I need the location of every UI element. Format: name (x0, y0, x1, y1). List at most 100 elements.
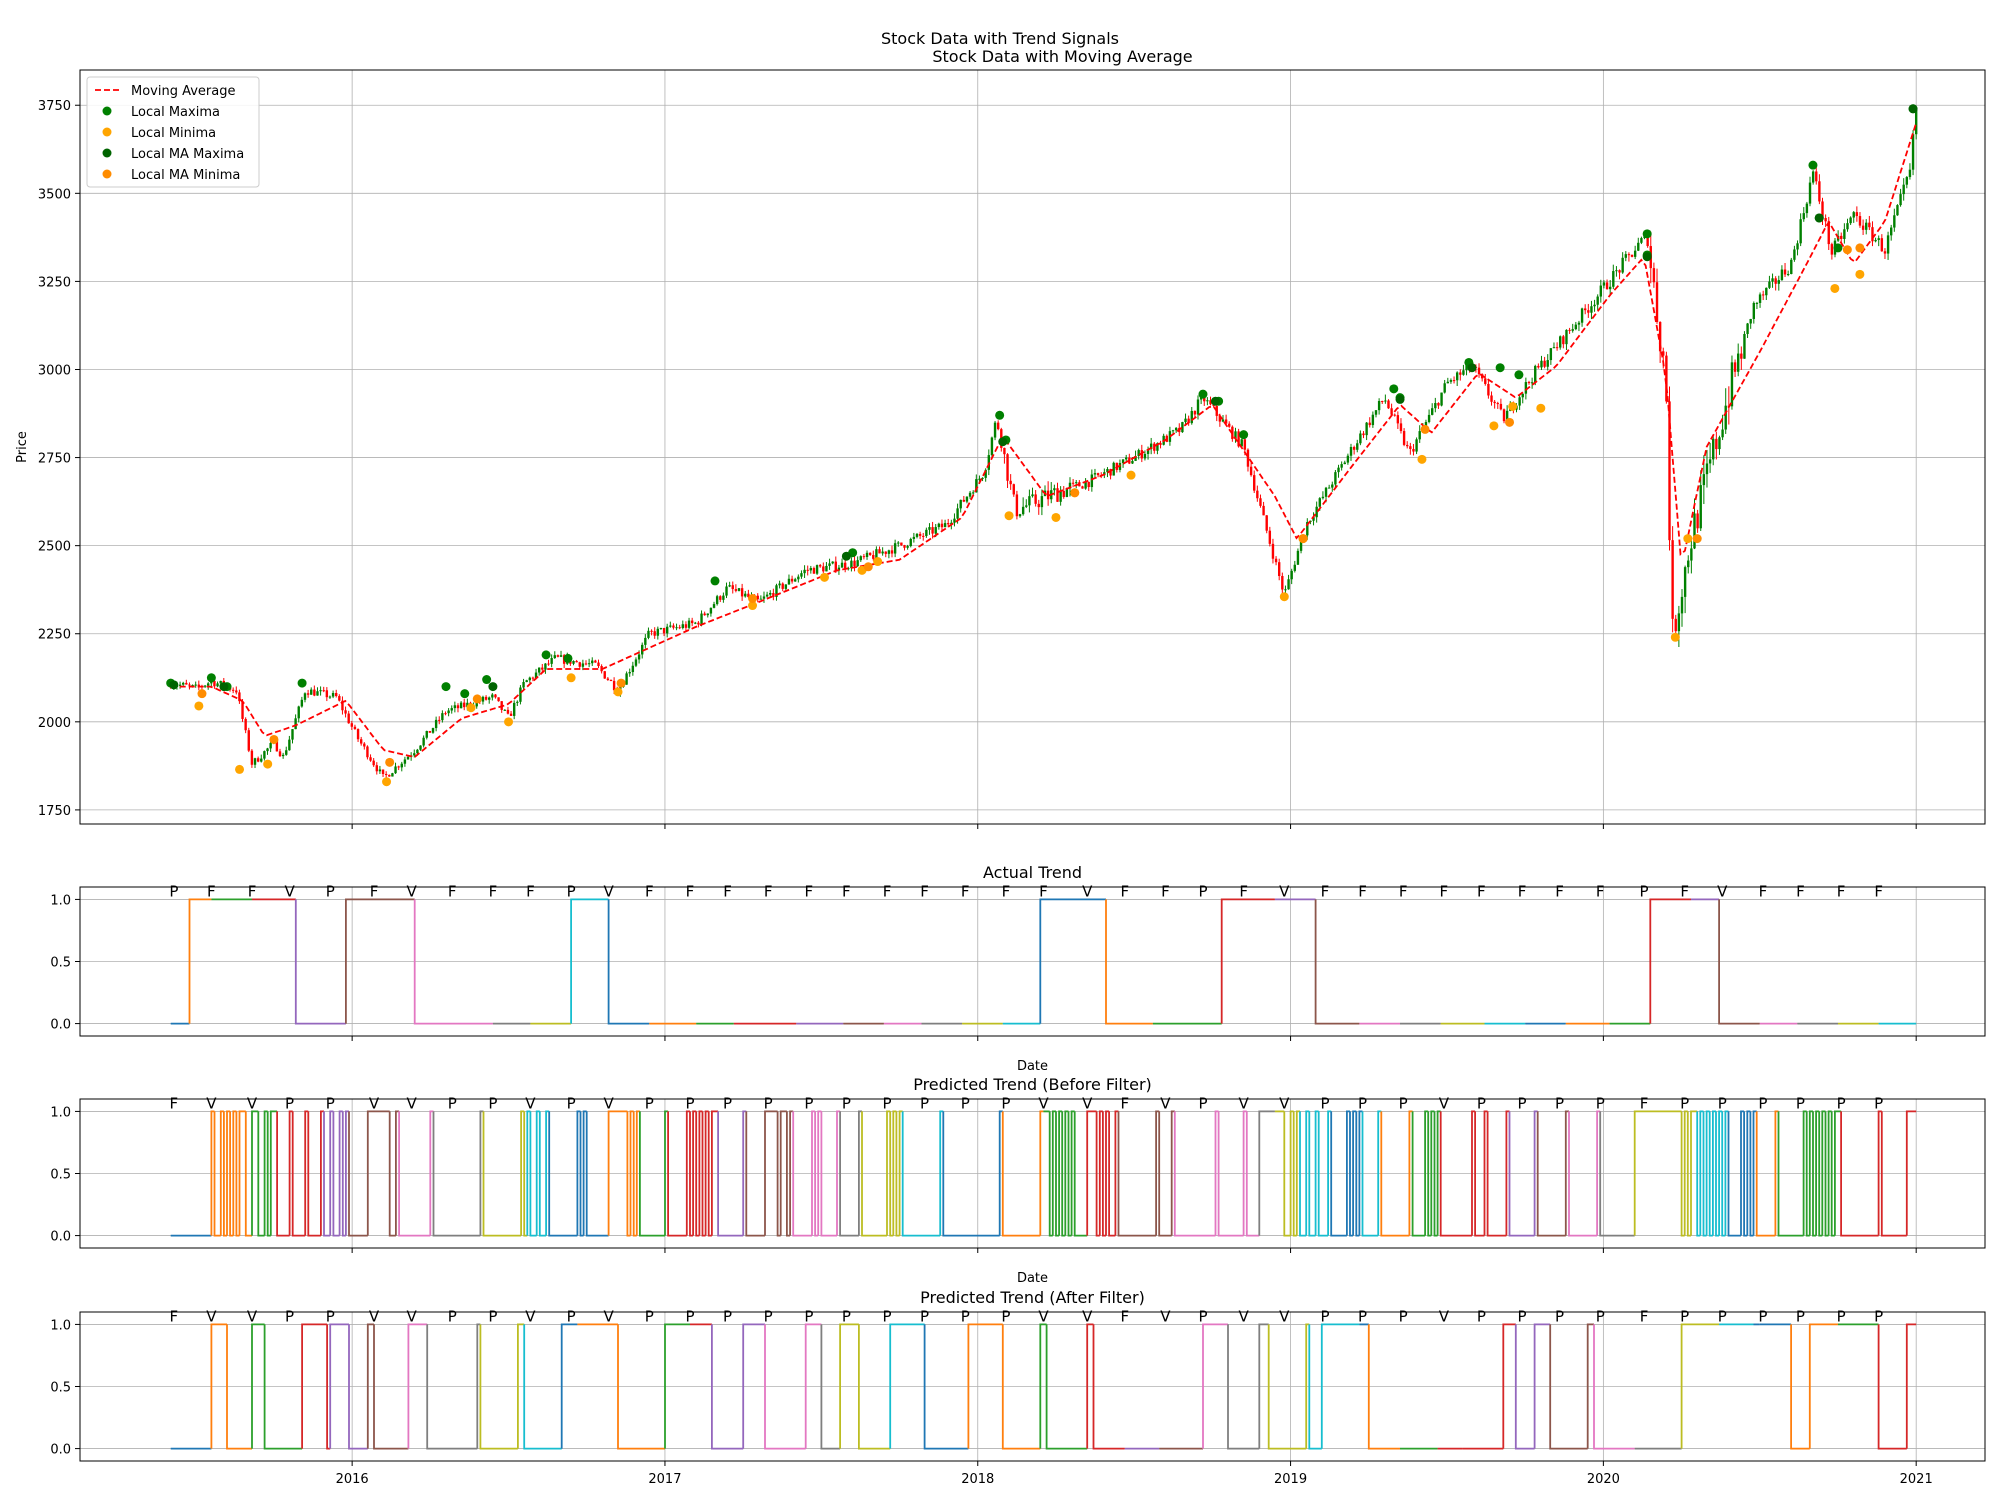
candle-body (400, 763, 403, 768)
trend-segment (235, 1111, 240, 1237)
candle-body (463, 702, 466, 708)
candle-body (1393, 414, 1396, 416)
ma-minima-marker (197, 689, 207, 699)
candle-body (925, 529, 928, 536)
y-tick-label: 3750 (38, 99, 71, 114)
candle-body (965, 496, 969, 502)
candle-body (216, 683, 219, 687)
trend-segment (1533, 1323, 1551, 1449)
candle-body (1858, 216, 1862, 226)
candle-body (1655, 282, 1659, 322)
candle-body (494, 694, 497, 698)
trend-segment (895, 1111, 900, 1237)
candle-body (1009, 480, 1012, 485)
trend-segment (1514, 1324, 1535, 1450)
trend-segment (1746, 1110, 1751, 1236)
trend-segment (1777, 1111, 1804, 1237)
candle-body (747, 593, 750, 597)
candle-body (497, 697, 500, 702)
trend-segment (479, 1110, 484, 1236)
candle-body (1096, 473, 1100, 476)
candle-body (350, 723, 354, 727)
candle-body (285, 750, 288, 755)
signal-label: V (1239, 1094, 1250, 1112)
candle-body (1371, 414, 1375, 426)
candle-body (893, 543, 897, 554)
local-minima-marker (566, 673, 576, 683)
legend-label: Local Minima (131, 126, 216, 141)
candle-body (1137, 450, 1140, 456)
signal-label: F (764, 882, 773, 900)
trend-segment (1039, 1110, 1044, 1236)
y-tick-label: 1750 (38, 804, 71, 819)
trend-segment (388, 1111, 396, 1237)
candle-body (1524, 382, 1528, 394)
figure-suptitle: Stock Data with Trend Signals (881, 29, 1119, 48)
candle-body (1196, 399, 1200, 415)
candle-body (1771, 278, 1774, 282)
candle-body (872, 555, 875, 559)
candle-body (834, 561, 838, 571)
y-tick-label: 2250 (38, 628, 71, 643)
candle-body (297, 706, 300, 719)
candle-body (269, 743, 272, 749)
trend-segment (1158, 1111, 1172, 1237)
candle-body (962, 499, 966, 502)
candle-body (706, 613, 709, 616)
ma-minima-marker (1298, 534, 1308, 544)
candle-body (1580, 308, 1584, 323)
y-tick-label: 0.0 (50, 1443, 71, 1458)
candle-body (769, 592, 772, 595)
trend-segment (1686, 1111, 1691, 1237)
predicted-after-filter-panel: 0.0 0.5 1.0 Predicted Trend (After Filter) 2… (50, 1288, 1986, 1487)
candle-body (725, 586, 728, 596)
trend-segment (1430, 1110, 1435, 1236)
signal-label: V (1239, 1307, 1250, 1325)
candle-body (1265, 515, 1268, 531)
trend-segment (432, 1111, 481, 1237)
actual-trend-panel: 0.0 0.5 1.0 Actual Trend Date P F F V P F V F F F P V F F F… (50, 863, 1986, 1074)
candle-body (675, 627, 678, 629)
candle-body (185, 682, 188, 685)
trend-segment (664, 1110, 669, 1236)
local-maxima-marker (297, 678, 307, 688)
candle-body (1352, 446, 1356, 450)
candle-body (1071, 482, 1075, 484)
signal-label: V (525, 1307, 536, 1325)
candle-body (441, 713, 444, 721)
trend-segment (704, 1110, 709, 1236)
candle-body (1793, 249, 1796, 260)
signal-label: P (804, 1307, 813, 1325)
trend-segment (1718, 1110, 1723, 1236)
candle-body (1430, 408, 1434, 415)
ma-minima-marker (269, 734, 279, 744)
candle-body (890, 550, 894, 554)
candle-body (1362, 433, 1365, 436)
candle-body (1608, 286, 1612, 290)
signal-label: F (1120, 1307, 1129, 1325)
candle-body (775, 585, 778, 597)
candle-body (1221, 419, 1225, 422)
trend-segment (1690, 1110, 1698, 1236)
candle-body (1062, 490, 1065, 497)
candle-body (388, 774, 391, 777)
trend-segment (817, 1110, 822, 1236)
trend-segment (1358, 1110, 1363, 1236)
y-tick-label: 3500 (38, 187, 71, 202)
candle-body (366, 746, 369, 758)
trend-segment (210, 1323, 227, 1449)
candle-body (1871, 227, 1874, 242)
trend-segment (1427, 1111, 1432, 1237)
signal-label: P (1596, 1307, 1605, 1325)
trend-segment (820, 1324, 841, 1450)
candle-body (1190, 410, 1193, 424)
predicted-before-filter-panel: 0.0 0.5 1.0 Predicted Trend (Before Filter)… (50, 1075, 1986, 1286)
trend-segment (1258, 1323, 1269, 1449)
legend-box (86, 76, 260, 188)
ma-minima-marker (1692, 534, 1702, 544)
trend-segment (395, 1110, 400, 1236)
candle-body (310, 689, 313, 695)
price-axis-label: Price (15, 431, 30, 463)
signal-label: P (920, 1094, 929, 1112)
signal-label: F (1039, 882, 1048, 900)
